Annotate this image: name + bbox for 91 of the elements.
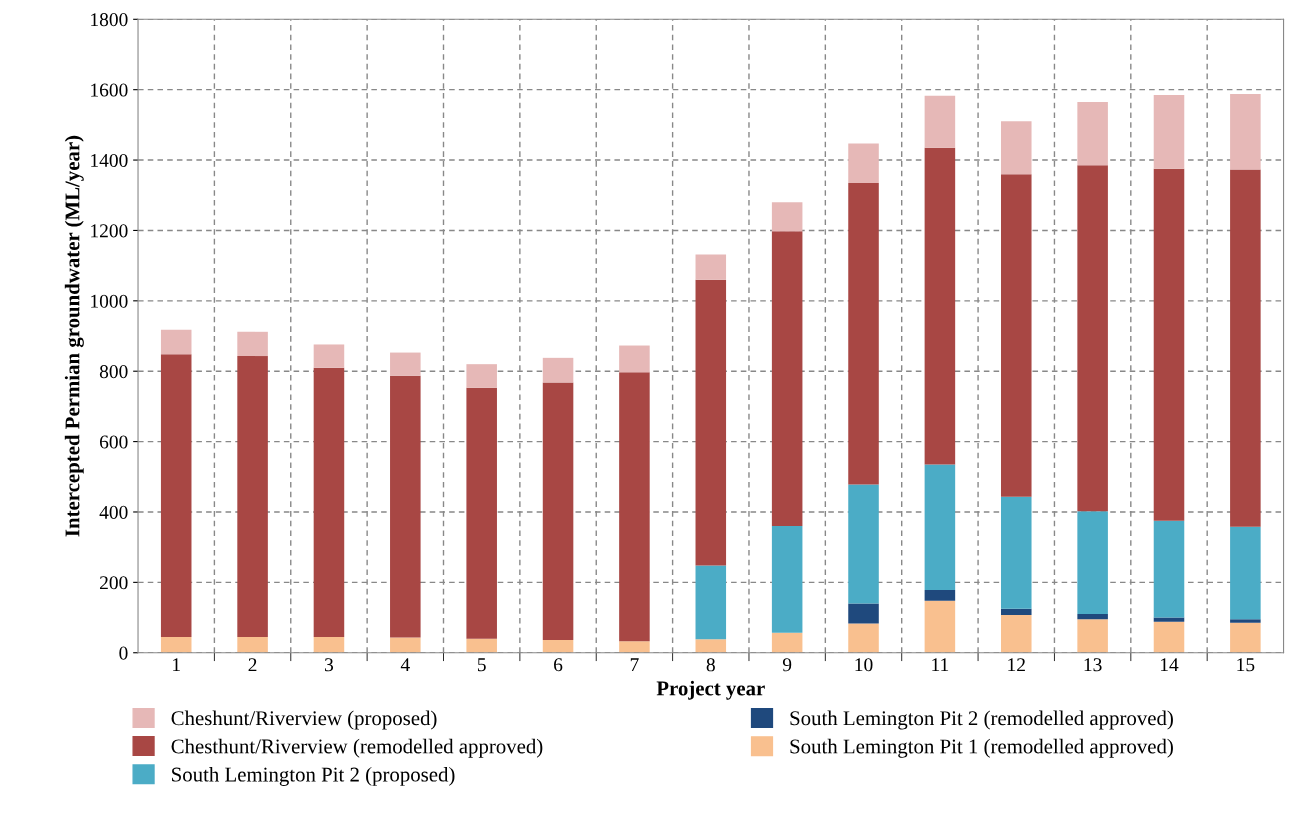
y-tick-label: 1800 — [91, 13, 128, 27]
bar — [771, 202, 803, 232]
bar — [390, 375, 421, 638]
bar — [1230, 169, 1261, 527]
x-tick-label: 13 — [1084, 658, 1102, 672]
bar — [924, 147, 956, 465]
bar — [848, 143, 879, 183]
bar — [848, 484, 879, 604]
x-tick-label: 12 — [1008, 658, 1025, 672]
y-axis-title: Intercepted Permian groundwater (ML/year) — [64, 135, 84, 537]
bar — [1000, 608, 1032, 616]
y-tick-label: 1600 — [91, 83, 128, 97]
bar — [1000, 174, 1032, 497]
bar — [466, 364, 497, 388]
y-tick-label: 200 — [99, 576, 128, 590]
bar — [1077, 619, 1108, 653]
bar — [924, 600, 956, 653]
x-tick-label: 7 — [630, 658, 639, 672]
bar — [1000, 496, 1032, 609]
legend-label: South Lemington Pit 1 (remodelled approved) — [790, 738, 1173, 758]
bar — [237, 356, 268, 637]
bar — [313, 636, 345, 653]
bar — [771, 526, 803, 633]
bar — [1230, 622, 1261, 653]
y-tick-label: 1400 — [91, 153, 128, 167]
bar — [924, 95, 956, 148]
legend-label: South Lemington Pit 2 (proposed) — [172, 766, 455, 786]
x-tick-label: 4 — [400, 658, 410, 672]
bar — [1153, 617, 1185, 622]
bar — [1153, 94, 1185, 169]
bar — [466, 638, 497, 653]
bar — [848, 603, 879, 624]
x-tick-label: 6 — [554, 658, 563, 672]
y-tick-label: 0 — [119, 646, 128, 660]
x-tick-label: 9 — [782, 658, 792, 672]
x-tick-label: 5 — [477, 658, 486, 672]
y-tick-label: 400 — [99, 505, 128, 519]
bar — [771, 231, 803, 527]
bar — [542, 640, 574, 653]
x-tick-label: 3 — [325, 658, 334, 672]
bar — [160, 329, 192, 355]
y-tick-label: 1000 — [91, 294, 128, 308]
y-tick-label: 600 — [99, 435, 128, 449]
bar — [848, 623, 879, 653]
x-tick-label: 8 — [706, 658, 715, 672]
bar — [1153, 621, 1185, 653]
bar — [695, 565, 727, 640]
bar — [390, 352, 421, 376]
bar — [1230, 93, 1261, 170]
x-axis-title: Project year — [656, 680, 765, 700]
y-tick-label: 1200 — [91, 224, 128, 238]
bar — [313, 344, 345, 368]
bar — [1000, 121, 1032, 175]
x-tick-label: 15 — [1237, 658, 1255, 672]
x-tick-label: 2 — [248, 658, 257, 672]
bar — [542, 357, 574, 383]
bar — [542, 382, 574, 641]
x-tick-label: 10 — [855, 658, 873, 672]
bar — [160, 354, 192, 637]
bar — [160, 636, 192, 653]
x-tick-label: 11 — [932, 658, 949, 672]
bar — [466, 387, 497, 639]
bar — [924, 464, 956, 591]
bar — [619, 372, 650, 642]
bar — [695, 639, 727, 653]
bar — [695, 279, 727, 566]
legend-label: Cheshunt/Riverview (proposed) — [171, 710, 437, 730]
bar — [1077, 614, 1108, 620]
bar — [313, 367, 345, 637]
legend-label: Chesthunt/Riverview (remodelled approved) — [171, 738, 543, 758]
bar — [390, 637, 421, 653]
bar — [1230, 526, 1261, 620]
bar — [619, 641, 650, 653]
bar — [1077, 165, 1108, 512]
legend-label: South Lemington Pit 2 (remodelled approved) — [790, 710, 1173, 730]
bar — [1230, 619, 1261, 623]
bar — [848, 182, 879, 485]
bar — [237, 636, 268, 653]
bar — [1153, 168, 1185, 521]
bar — [695, 254, 727, 280]
bar — [1000, 615, 1032, 653]
bar — [771, 632, 803, 653]
bar — [237, 331, 268, 357]
bar — [1077, 511, 1108, 615]
bar — [924, 590, 956, 601]
bar — [1077, 102, 1108, 166]
x-tick-label: 1 — [173, 658, 180, 672]
x-tick-label: 14 — [1160, 658, 1179, 672]
bar — [1153, 520, 1185, 618]
y-tick-label: 800 — [99, 365, 128, 379]
bar — [619, 345, 650, 373]
